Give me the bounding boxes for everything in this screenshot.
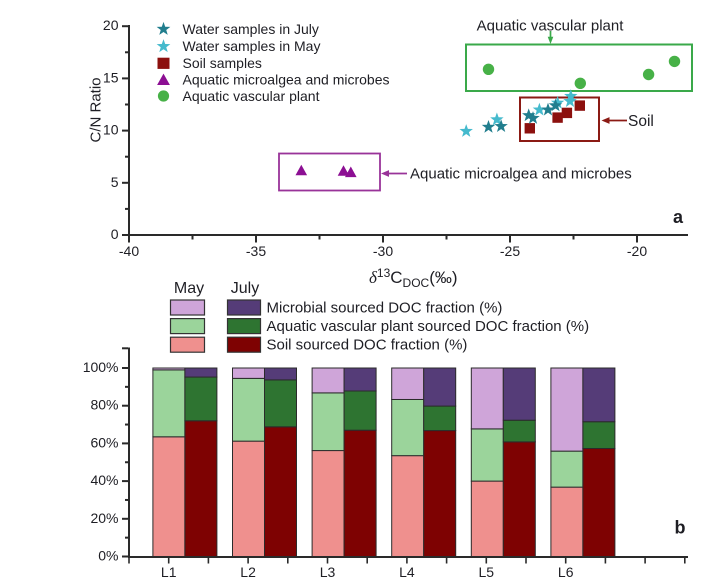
svg-text:L6: L6 <box>558 564 574 580</box>
svg-text:C/N Ratio: C/N Ratio <box>88 77 105 142</box>
svg-text:L3: L3 <box>320 564 336 580</box>
svg-text:Aquatic vascular plant: Aquatic vascular plant <box>477 18 625 35</box>
svg-text:L4: L4 <box>399 564 415 580</box>
svg-text:L1: L1 <box>161 564 177 580</box>
svg-text:-30: -30 <box>373 243 393 259</box>
svg-text:80%: 80% <box>90 397 118 413</box>
svg-text:40%: 40% <box>90 472 118 488</box>
svg-text:Aquatic microalgea and microbe: Aquatic microalgea and microbes <box>183 72 390 88</box>
svg-text:Water samples in May: Water samples in May <box>183 38 321 54</box>
svg-text:L2: L2 <box>240 564 256 580</box>
svg-text:Aquatic microalgea and microbe: Aquatic microalgea and microbes <box>410 166 632 183</box>
svg-text:May: May <box>174 280 204 297</box>
svg-text:10: 10 <box>103 122 119 138</box>
svg-text:b: b <box>675 518 686 538</box>
svg-text:Aquatic vascular plant: Aquatic vascular plant <box>183 88 320 104</box>
svg-text:Soil sourced DOC fraction (%): Soil sourced DOC fraction (%) <box>267 337 468 354</box>
svg-text:100%: 100% <box>83 359 119 375</box>
svg-text:20: 20 <box>103 17 119 33</box>
svg-text:15: 15 <box>103 69 119 85</box>
svg-text:L5: L5 <box>479 564 495 580</box>
svg-text:-40: -40 <box>119 243 139 259</box>
svg-text:Aquatic vascular plant sourced: Aquatic vascular plant sourced DOC fract… <box>267 318 590 335</box>
svg-text:0: 0 <box>111 226 119 242</box>
svg-text:a: a <box>673 207 684 227</box>
svg-text:-25: -25 <box>500 243 520 259</box>
svg-text:δ13CDOC(‰): δ13CDOC(‰) <box>369 266 458 290</box>
svg-text:5: 5 <box>111 174 119 190</box>
svg-text:Soil: Soil <box>628 113 654 130</box>
svg-text:60%: 60% <box>90 434 118 450</box>
svg-text:Water samples in July: Water samples in July <box>183 21 319 37</box>
svg-text:20%: 20% <box>90 510 118 526</box>
svg-text:0%: 0% <box>98 548 118 564</box>
svg-text:July: July <box>231 280 259 297</box>
svg-text:Microbial sourced DOC fraction: Microbial sourced DOC fraction (%) <box>267 300 503 317</box>
svg-text:Soil samples: Soil samples <box>183 55 262 71</box>
svg-text:-35: -35 <box>246 243 266 259</box>
svg-text:-20: -20 <box>627 243 647 259</box>
